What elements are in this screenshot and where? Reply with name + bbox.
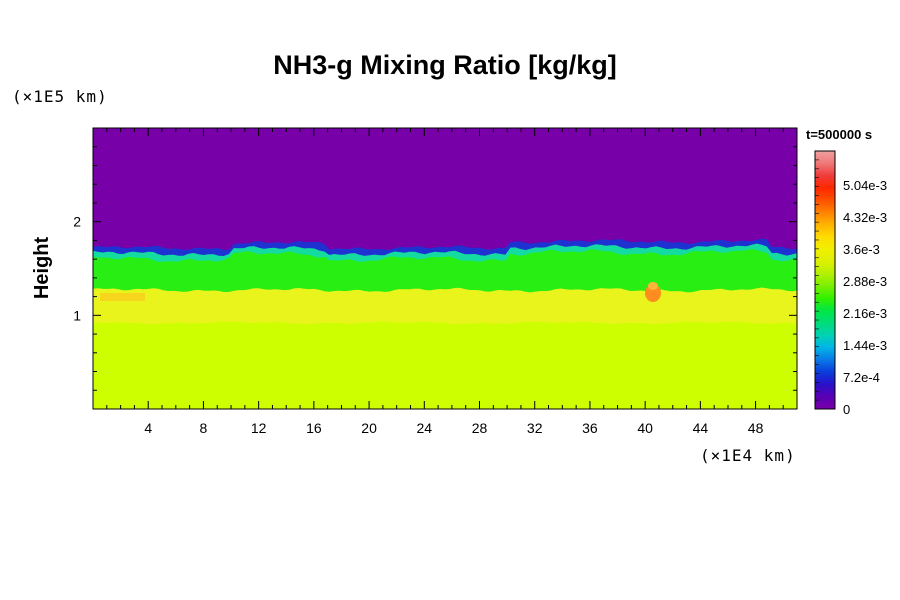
chart-title: NH3-g Mixing Ratio [kg/kg]	[273, 50, 617, 80]
y-unit-label: (×1E5 km)	[12, 87, 108, 106]
y-tick-label: 1	[73, 307, 81, 323]
feature-orange-spot-top	[648, 282, 658, 290]
y-axis-ticks	[93, 146, 797, 391]
x-tick-label: 40	[637, 420, 653, 436]
colorbar-tick-label: 7.2e-4	[843, 370, 880, 385]
feature-orange-spot	[645, 284, 661, 302]
x-tick-label: 4	[144, 420, 152, 436]
colorbar	[814, 150, 836, 410]
x-tick-label: 28	[472, 420, 488, 436]
plot-frame	[92, 127, 798, 410]
x-tick-label: 20	[361, 420, 377, 436]
colorbar-tick-label: 5.04e-3	[843, 178, 887, 193]
x-axis-ticks	[106, 128, 784, 409]
x-tick-label: 12	[251, 420, 267, 436]
x-tick-label: 36	[582, 420, 598, 436]
colorbar-tick-label: 3.6e-3	[843, 242, 880, 257]
x-tick-label: 44	[693, 420, 709, 436]
colorbar-tick-label: 0	[843, 402, 850, 417]
layer-upper-lower	[93, 287, 797, 325]
colorbar-tick-label: 4.32e-3	[843, 210, 887, 225]
colorbar-tick-label: 1.44e-3	[843, 338, 887, 353]
colorbar-tick-label: 2.16e-3	[843, 306, 887, 321]
colorbar-tick-label: 2.88e-3	[843, 274, 887, 289]
x-axis-tick-labels: 4 8 12 16 20 24 28 32 36 40 44 48	[144, 420, 763, 436]
x-tick-label: 48	[748, 420, 764, 436]
x-tick-label: 32	[527, 420, 543, 436]
y-axis-tick-labels: 12	[73, 214, 81, 324]
x-tick-label: 8	[200, 420, 208, 436]
y-axis-title: Height	[31, 237, 53, 300]
x-tick-label: 24	[417, 420, 433, 436]
x-unit-label: (×1E4 km)	[700, 446, 796, 465]
y-tick-label: 2	[73, 214, 81, 230]
colorbar-ticks: 0 7.2e-4 1.44e-3 2.16e-3 2.88e-3 3.6e-3 4.32e-…	[815, 159, 887, 417]
layer-upper	[93, 128, 797, 251]
time-label: t=500000 s	[806, 127, 872, 142]
heatmap-field	[93, 128, 797, 409]
x-tick-label: 16	[306, 420, 322, 436]
feature-warm-streak	[100, 293, 145, 301]
